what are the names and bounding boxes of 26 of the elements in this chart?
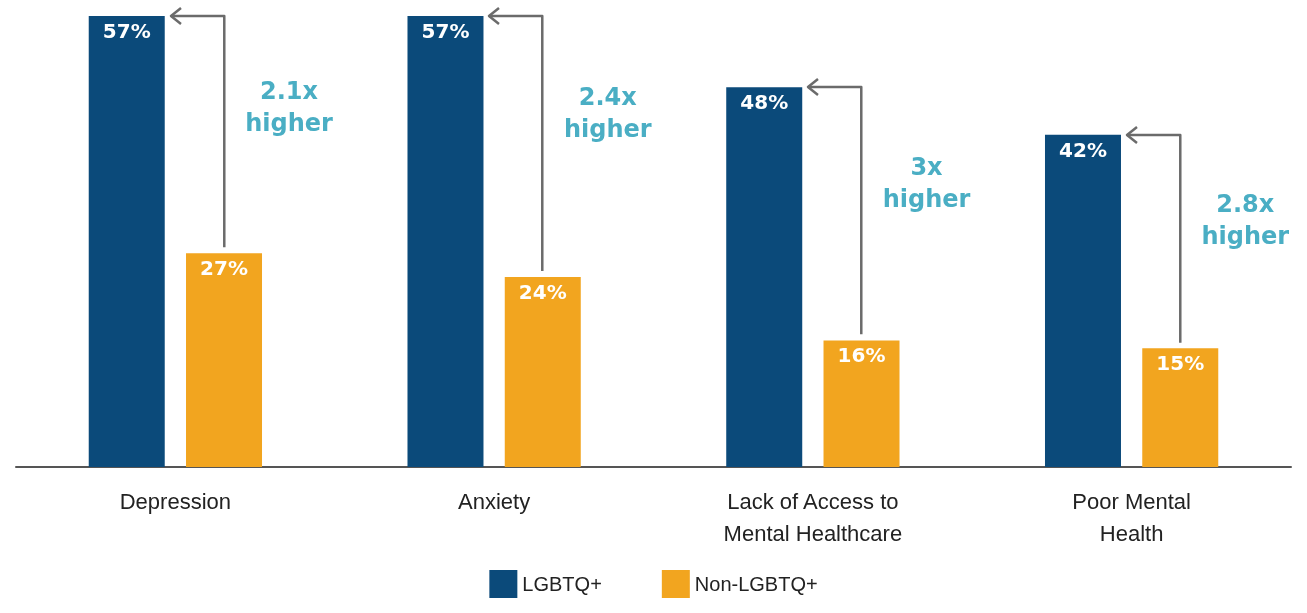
data-label: 24%	[518, 280, 567, 305]
bar	[726, 87, 803, 467]
bar	[407, 16, 484, 467]
bar	[1044, 134, 1121, 467]
x-tick-label: Lack of Access to Mental Healthcare	[723, 488, 903, 546]
legend-label: Non-LGBTQ+	[694, 573, 818, 595]
annotation: 2.1x higher	[244, 76, 334, 140]
data-label: 15%	[1156, 351, 1205, 376]
annotation: 3x higher	[881, 151, 972, 215]
annotation: 2.8x higher	[1200, 189, 1291, 253]
annotation: 2.4x higher	[562, 82, 653, 146]
data-label: 42%	[1059, 137, 1107, 162]
bar	[504, 277, 581, 467]
legend-label: LGBTQ+	[522, 573, 602, 595]
x-tick-label: Depression	[119, 488, 232, 514]
x-tick-label: Poor Mental Health	[1072, 488, 1191, 546]
bar	[88, 16, 165, 467]
bar	[823, 340, 900, 467]
x-tick-label: Anxiety	[458, 488, 531, 514]
data-label: 57%	[421, 19, 470, 43]
bar	[186, 253, 263, 467]
bar	[1142, 348, 1219, 467]
data-label: 16%	[837, 343, 886, 368]
data-label: 48%	[740, 90, 789, 115]
data-label: 27%	[200, 256, 248, 281]
data-label: 57%	[102, 19, 151, 43]
